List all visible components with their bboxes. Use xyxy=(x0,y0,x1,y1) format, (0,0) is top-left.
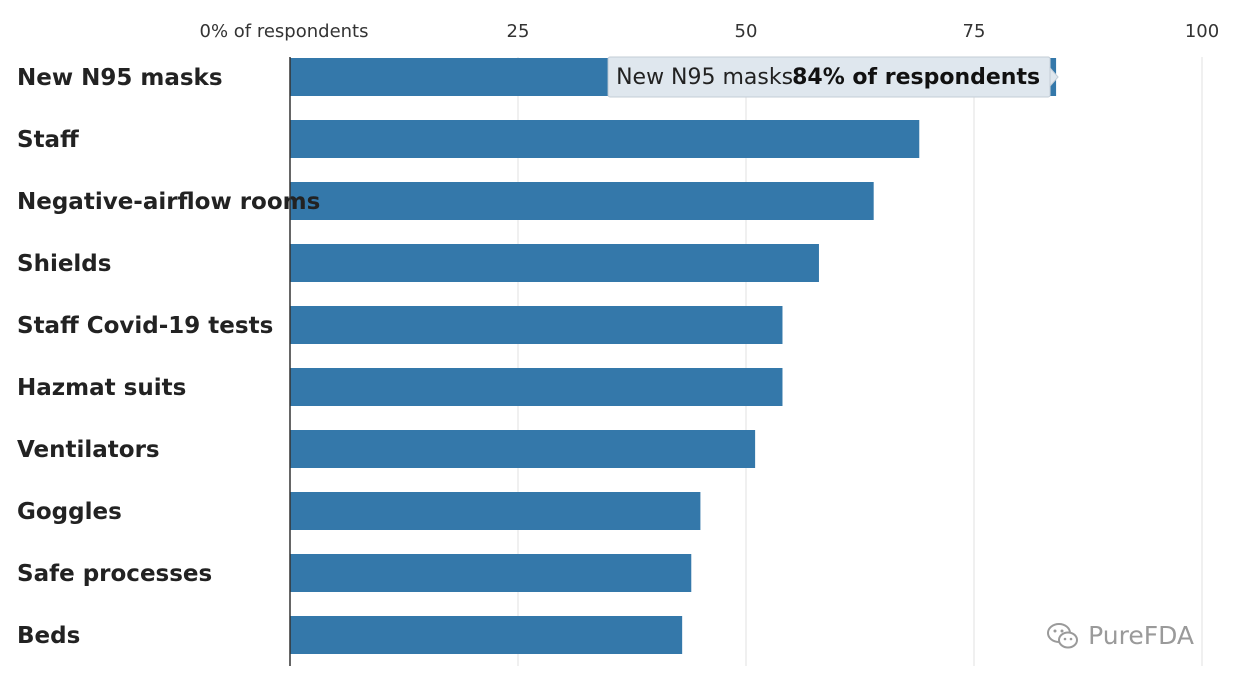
category-label: Staff xyxy=(17,127,79,153)
watermark-text: PureFDA xyxy=(1088,621,1194,650)
bar-3[interactable] xyxy=(290,244,819,282)
watermark: PureFDA xyxy=(1046,621,1194,650)
x-tick-label: 0% of respondents xyxy=(200,21,369,42)
category-label: Shields xyxy=(17,251,111,277)
category-label: Negative-airflow rooms xyxy=(17,189,320,215)
category-label: Staff Covid-19 tests xyxy=(17,313,273,339)
category-labels: New N95 masks Staff Negative-airflow rooms… xyxy=(17,65,320,649)
category-label: Hazmat suits xyxy=(17,375,186,401)
tooltip-category: New N95 masks xyxy=(616,65,793,90)
category-label: Ventilators xyxy=(17,437,160,463)
tooltip-value: 84% of respondents xyxy=(792,65,1040,90)
bar-4[interactable] xyxy=(290,306,782,344)
category-label: Goggles xyxy=(17,499,122,525)
x-axis-ticks: 0% of respondents 25 50 75 100 xyxy=(200,21,1220,42)
bar-9[interactable] xyxy=(290,616,682,654)
bar-7[interactable] xyxy=(290,492,700,530)
x-tick-label: 25 xyxy=(507,21,530,42)
bars xyxy=(290,58,1056,654)
bar-5[interactable] xyxy=(290,368,782,406)
bar-2[interactable] xyxy=(290,182,874,220)
x-tick-label: 100 xyxy=(1185,21,1219,42)
bar-1[interactable] xyxy=(290,120,919,158)
bar-8[interactable] xyxy=(290,554,691,592)
wechat-icon xyxy=(1046,622,1080,650)
bar-6[interactable] xyxy=(290,430,755,468)
x-tick-label: 75 xyxy=(963,21,986,42)
x-tick-label: 50 xyxy=(735,21,758,42)
category-label: Beds xyxy=(17,623,80,649)
category-label: New N95 masks xyxy=(17,65,223,91)
category-label: Safe processes xyxy=(17,561,212,587)
